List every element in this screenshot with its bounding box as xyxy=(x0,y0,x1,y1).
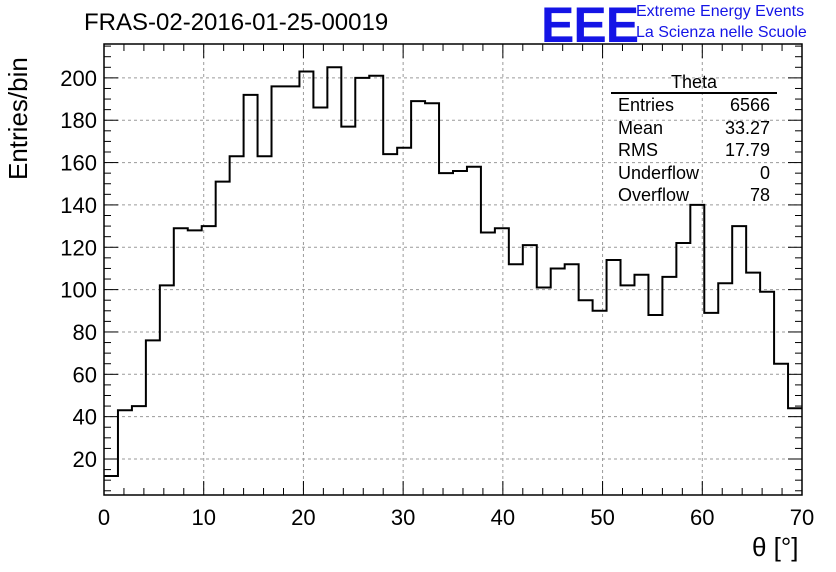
stats-row: Underflow 0 xyxy=(611,162,777,185)
y-axis-label: Entries/bin xyxy=(3,57,33,180)
eee-logo: EEE xyxy=(541,0,639,53)
chart-title: FRAS-02-2016-01-25-00019 xyxy=(84,9,389,36)
plot-frame xyxy=(103,43,803,496)
stats-row: Entries 6566 xyxy=(611,94,777,117)
stats-row: Mean 33.27 xyxy=(611,117,777,140)
stats-title: Theta xyxy=(611,72,777,94)
x-tick-label: 70 xyxy=(790,505,814,530)
x-axis-label: θ [°] xyxy=(752,532,799,562)
y-tick-labels: 20 40 60 80 100 120 140 160 180 200 xyxy=(60,66,97,472)
y-tick-label: 100 xyxy=(60,278,97,303)
x-tick-label: 10 xyxy=(191,505,215,530)
stats-label: Overflow xyxy=(618,185,690,205)
y-tick-label: 140 xyxy=(60,193,97,218)
stats-label: Entries xyxy=(618,95,675,115)
stats-label: Underflow xyxy=(618,162,700,183)
logo-line-1: Extreme Energy Events xyxy=(636,3,805,20)
y-tick-label: 120 xyxy=(60,235,97,260)
stats-value: 33.27 xyxy=(724,117,770,138)
x-tick-label: 50 xyxy=(590,505,614,530)
y-tick-label: 180 xyxy=(60,108,97,133)
stats-value: 17.79 xyxy=(724,140,770,160)
y-tick-label: 160 xyxy=(60,151,97,176)
stats-label: RMS xyxy=(618,140,658,160)
x-tick-label: 20 xyxy=(291,505,315,530)
stats-box: Theta Entries 6566 Mean 33.27 RMS 17.79 … xyxy=(611,72,777,207)
y-tick-label: 20 xyxy=(73,447,97,472)
histogram-line xyxy=(104,66,802,477)
stats-value: 6566 xyxy=(729,95,770,115)
x-tick-label: 60 xyxy=(690,505,714,530)
grid-lines xyxy=(104,44,802,495)
logo-line-2: La Scienza nelle Scuole xyxy=(636,24,807,41)
x-tick-label: 30 xyxy=(391,505,415,530)
x-tick-label: 40 xyxy=(491,505,515,530)
stats-row: Overflow 78 xyxy=(611,184,777,207)
axis-ticks xyxy=(103,44,803,495)
stats-label: Mean xyxy=(618,117,664,138)
x-tick-label: 0 xyxy=(98,505,110,530)
y-tick-label: 60 xyxy=(73,362,97,387)
y-tick-label: 80 xyxy=(73,320,97,345)
stats-value: 78 xyxy=(749,185,770,205)
x-tick-labels: 0 10 20 30 40 50 60 70 xyxy=(98,505,814,530)
stats-row: RMS 17.79 xyxy=(611,139,777,162)
y-tick-label: 200 xyxy=(60,66,97,91)
stats-value: 0 xyxy=(759,162,770,183)
y-tick-label: 40 xyxy=(73,405,97,430)
